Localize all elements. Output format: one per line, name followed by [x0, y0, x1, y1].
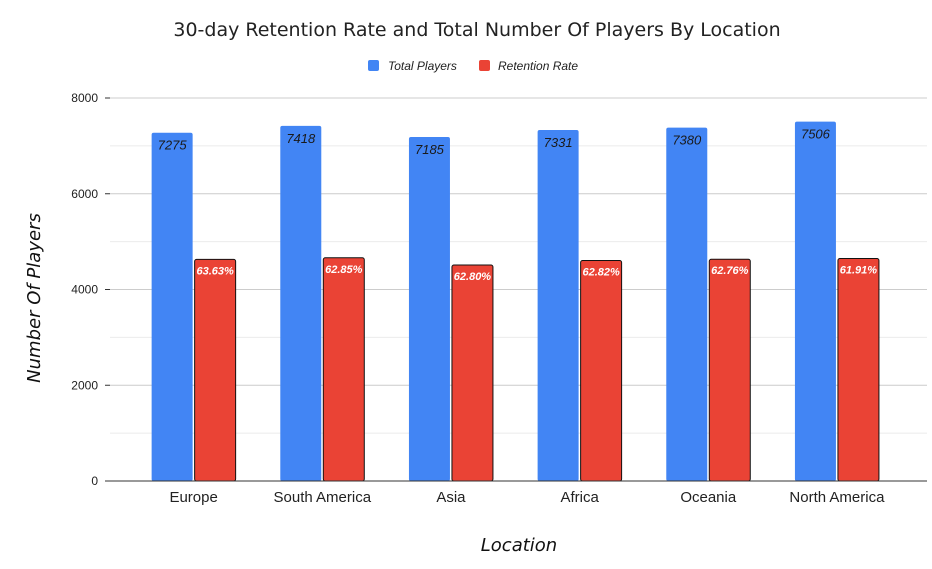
y-tick-label: 0 — [91, 474, 98, 488]
data-label-total-players: 7275 — [158, 138, 188, 153]
y-axis-ticks: 0 2000 4000 6000 8000 — [71, 91, 110, 488]
data-label-total-players: 7380 — [672, 133, 702, 148]
x-tick-label: Oceania — [680, 489, 737, 506]
bar-total-players — [537, 130, 579, 481]
bar-total-players — [794, 121, 836, 481]
bars — [151, 121, 880, 482]
data-label-total-players: 7506 — [801, 127, 831, 142]
legend-label-retention-rate: Retention Rate — [498, 59, 578, 73]
y-tick-label: 8000 — [71, 91, 98, 105]
data-label-retention-rate: 62.80% — [454, 271, 492, 283]
data-label-total-players: 7418 — [286, 131, 316, 146]
bar-retention-rate — [194, 258, 237, 482]
data-label-retention-rate: 63.63% — [196, 265, 234, 277]
legend: Total Players Retention Rate — [368, 59, 578, 73]
x-tick-label: South America — [274, 489, 372, 506]
gridlines — [110, 97, 927, 434]
y-tick-label: 2000 — [71, 378, 98, 392]
data-label-retention-rate: 62.85% — [325, 264, 363, 276]
data-label-retention-rate: 62.76% — [711, 265, 749, 277]
bar-total-players — [666, 127, 708, 482]
y-tick-label: 6000 — [71, 187, 98, 201]
x-tick-label: Europe — [169, 489, 217, 506]
bar-retention-rate — [580, 260, 623, 482]
x-axis-label: Location — [481, 535, 557, 556]
data-label-total-players: 7331 — [544, 135, 573, 150]
data-label-total-players: 7185 — [415, 142, 445, 157]
legend-swatch-total-players — [368, 60, 379, 71]
x-tick-label: North America — [789, 489, 885, 506]
y-tick-label: 4000 — [71, 283, 98, 297]
chart-title: 30-day Retention Rate and Total Number O… — [173, 19, 780, 41]
bar-retention-rate — [451, 264, 494, 482]
bar-total-players — [408, 137, 450, 481]
legend-label-total-players: Total Players — [388, 59, 457, 73]
bar-total-players — [280, 125, 322, 481]
bar-retention-rate — [837, 258, 880, 482]
data-label-retention-rate: 61.91% — [840, 265, 878, 277]
x-axis-ticks: Europe South America Asia Africa Oceania Nort… — [169, 489, 885, 506]
x-tick-label: Africa — [560, 489, 599, 506]
bar-retention-rate — [322, 257, 365, 482]
data-label-retention-rate: 62.82% — [582, 267, 620, 279]
bar-retention-rate — [708, 258, 751, 482]
legend-swatch-retention-rate — [479, 60, 490, 71]
y-axis-label: Number Of Players — [24, 213, 45, 383]
bar-labels: 7275 63.63% 7418 62.85% 7185 62.80% 7331 62.82%… — [158, 127, 878, 283]
bar-total-players — [151, 132, 193, 481]
x-tick-label: Asia — [436, 489, 466, 506]
